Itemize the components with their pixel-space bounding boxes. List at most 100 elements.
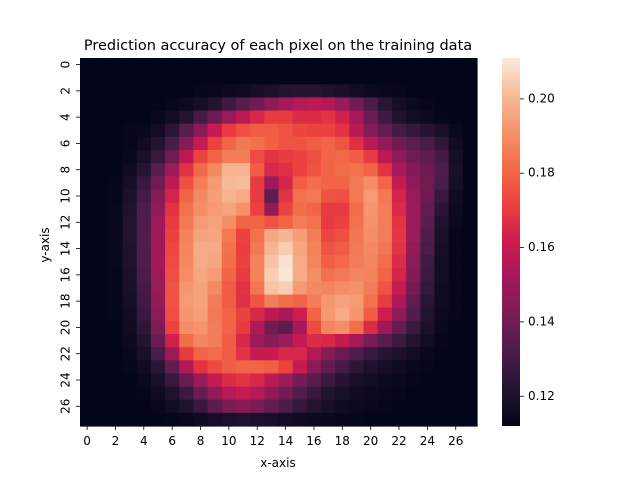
heatmap-cell (321, 71, 336, 85)
heatmap-cell (406, 347, 421, 361)
heatmap-cell (150, 176, 166, 191)
heatmap-cell (462, 255, 478, 269)
heatmap-cell (264, 347, 280, 361)
heatmap-cell (150, 110, 166, 125)
heatmap-cell (122, 320, 138, 335)
heatmap-cell (391, 71, 407, 85)
heatmap-cell (122, 386, 138, 401)
heatmap-cell (193, 360, 209, 375)
heatmap-cell (306, 110, 322, 125)
heatmap-cell (235, 110, 251, 125)
heatmap-cell (349, 136, 365, 151)
heatmap-cell (221, 136, 237, 151)
heatmap-cell (434, 412, 450, 427)
heatmap-cell (250, 281, 265, 296)
heatmap-cell (306, 123, 322, 138)
heatmap-cell (122, 123, 138, 138)
heatmap-cell (349, 58, 365, 72)
heatmap-cell (391, 163, 407, 177)
heatmap-cells (80, 58, 478, 427)
heatmap-cell (207, 412, 223, 427)
heatmap-cell (165, 412, 180, 427)
heatmap-cell (235, 320, 251, 335)
heatmap-cell (420, 84, 436, 99)
heatmap-cell (80, 215, 95, 230)
heatmap-cell (335, 136, 350, 151)
heatmap-cell (108, 320, 124, 335)
heatmap-cell (321, 97, 336, 112)
heatmap-cell (150, 58, 166, 72)
heatmap-cell (377, 150, 393, 164)
heatmap-cell (235, 255, 251, 269)
heatmap-cell (235, 189, 251, 204)
heatmap-cell (221, 228, 237, 243)
heatmap-cell (278, 399, 294, 414)
heatmap-cell (264, 228, 280, 243)
heatmap-cell (349, 189, 365, 204)
heatmap-cell (122, 373, 138, 388)
heatmap-cell (207, 58, 223, 72)
heatmap-cell (335, 163, 350, 177)
heatmap-cell (80, 281, 95, 296)
heatmap-cell (321, 386, 336, 401)
heatmap-cell (150, 294, 166, 309)
heatmap-cell (80, 136, 95, 151)
heatmap-cell (406, 110, 421, 125)
heatmap-cell (150, 360, 166, 375)
heatmap-cell (321, 150, 336, 164)
heatmap-cell (94, 334, 109, 348)
heatmap-cell (165, 399, 180, 414)
heatmap-cell (420, 189, 436, 204)
heatmap-cell (335, 150, 350, 164)
heatmap-cell (250, 163, 265, 177)
heatmap-cell (94, 136, 109, 151)
heatmap-cell (165, 373, 180, 388)
heatmap-cell (292, 202, 308, 217)
heatmap-cell (207, 373, 223, 388)
heatmap-cell (363, 97, 379, 112)
heatmap-cell (179, 347, 195, 361)
heatmap-cell (250, 202, 265, 217)
heatmap-cell (221, 268, 237, 283)
heatmap-cell (179, 136, 195, 151)
heatmap-cell (179, 84, 195, 99)
heatmap-cell (335, 360, 350, 375)
heatmap-cell (221, 58, 237, 72)
heatmap-cell (108, 123, 124, 138)
heatmap-cell (335, 347, 350, 361)
heatmap-cell (108, 294, 124, 309)
heatmap-cell (80, 123, 95, 138)
heatmap-cell (391, 202, 407, 217)
heatmap-cell (363, 228, 379, 243)
heatmap-cell (207, 320, 223, 335)
heatmap-cell (406, 58, 421, 72)
heatmap-cell (377, 71, 393, 85)
heatmap-cell (264, 84, 280, 99)
heatmap-cell (136, 268, 152, 283)
heatmap-cell (349, 334, 365, 348)
heatmap-cell (250, 307, 265, 322)
heatmap-cell (420, 110, 436, 125)
heatmap-cell (221, 294, 237, 309)
heatmap-cell (179, 228, 195, 243)
heatmap-cell (80, 242, 95, 256)
heatmap-cell (377, 360, 393, 375)
heatmap-cell (221, 334, 237, 348)
heatmap-cell (306, 399, 322, 414)
x-tick-label: 6 (168, 434, 176, 448)
y-tick-label: 4 (59, 113, 73, 121)
heatmap-cell (235, 58, 251, 72)
heatmap-cell (264, 58, 280, 72)
heatmap-cell (193, 110, 209, 125)
heatmap-cell (406, 176, 421, 191)
x-tick-label: 10 (221, 434, 236, 448)
heatmap-cell (150, 373, 166, 388)
heatmap-cell (122, 228, 138, 243)
heatmap-cell (278, 123, 294, 138)
heatmap-cell (179, 176, 195, 191)
heatmap-cell (406, 320, 421, 335)
heatmap-cell (94, 386, 109, 401)
heatmap-cell (136, 228, 152, 243)
heatmap-cell (136, 97, 152, 112)
heatmap-cell (321, 307, 336, 322)
